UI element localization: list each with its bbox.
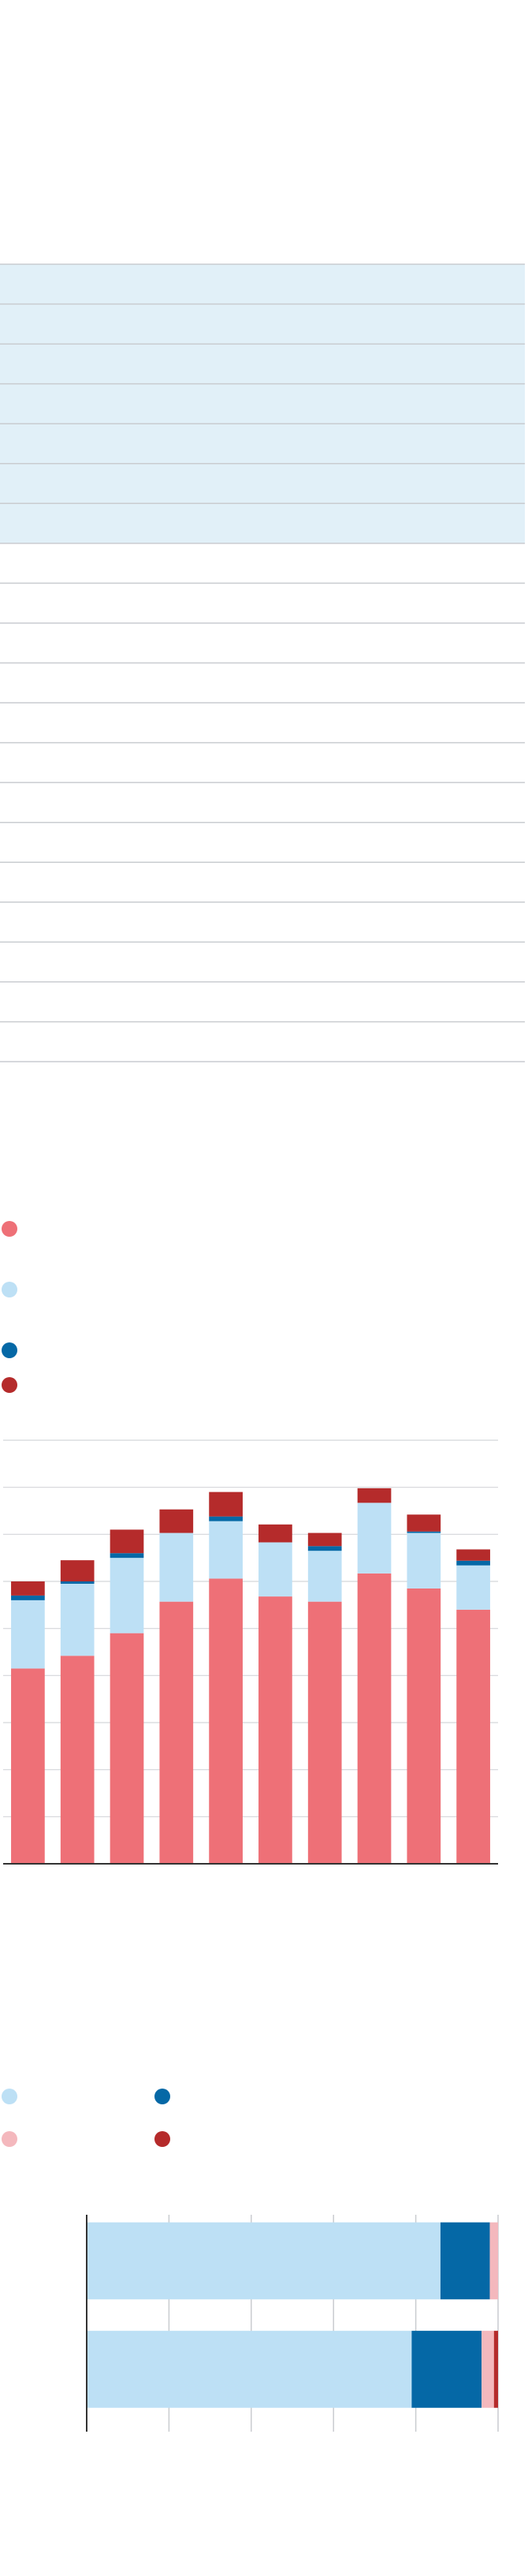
bar-segment: [407, 1588, 441, 1864]
bar-segment: [11, 1668, 45, 1864]
bar-segment: [258, 1524, 292, 1543]
bar-segment: [407, 1531, 441, 1533]
bar-segment: [110, 1633, 144, 1864]
bar-segment: [456, 1560, 490, 1566]
bar-segment: [11, 1595, 45, 1600]
bar-segment: [307, 1533, 342, 1547]
bar-segment: [60, 1581, 95, 1584]
bar-segment: [456, 1609, 490, 1864]
legend-marker: [2, 2089, 17, 2104]
stacked-column-chart: [3, 1439, 498, 1865]
legend-marker: [154, 2131, 170, 2147]
bar-segment: [159, 1601, 194, 1864]
legend-marker: [2, 2131, 17, 2147]
bar-segment: [307, 1601, 342, 1864]
bar-segment: [456, 1549, 490, 1561]
bar-segment: [489, 2222, 498, 2300]
bar-segment: [87, 2331, 412, 2408]
bar-segment: [209, 1578, 243, 1864]
bar-segment: [493, 2331, 498, 2408]
bar-segment: [159, 1509, 194, 1533]
legend-marker: [154, 2089, 170, 2104]
bar-segment: [60, 1583, 95, 1656]
bar-segment: [159, 1533, 194, 1602]
bar-segment: [456, 1565, 490, 1610]
bar-segment: [440, 2222, 490, 2300]
bar-segment: [209, 1491, 243, 1517]
bar-segment: [407, 1514, 441, 1532]
bar-segment: [209, 1516, 243, 1521]
legend-marker: [2, 1282, 17, 1297]
data-table: [0, 263, 525, 1062]
table-header-block: [0, 264, 525, 543]
bar-segment: [357, 1573, 392, 1864]
bar-segment: [110, 1558, 144, 1633]
bar-segment: [258, 1542, 292, 1597]
legend: [2, 1221, 17, 1393]
legend: [2, 2089, 170, 2147]
bar-segment: [407, 1533, 441, 1589]
bar-segment: [11, 1581, 45, 1596]
bar-segment: [11, 1600, 45, 1669]
legend-marker: [2, 1221, 17, 1237]
bar-segment: [411, 2331, 482, 2408]
legend-marker: [2, 1377, 17, 1393]
bar-segment: [60, 1560, 95, 1581]
bar-segment: [357, 1503, 392, 1574]
stacked-horizontal-bar-chart: [86, 2215, 499, 2432]
bar-segment: [209, 1521, 243, 1579]
bar-segment: [258, 1596, 292, 1864]
bar-segment: [357, 1488, 392, 1503]
bar-segment: [482, 2331, 494, 2408]
bar-segment: [307, 1551, 342, 1602]
bar-segment: [87, 2222, 441, 2300]
table-row-lines: [0, 263, 525, 1062]
bar-segment: [110, 1553, 144, 1559]
bar-segment: [110, 1529, 144, 1554]
bar-segment: [307, 1546, 342, 1551]
legend-marker: [2, 1342, 17, 1358]
bar-segment: [60, 1656, 95, 1864]
